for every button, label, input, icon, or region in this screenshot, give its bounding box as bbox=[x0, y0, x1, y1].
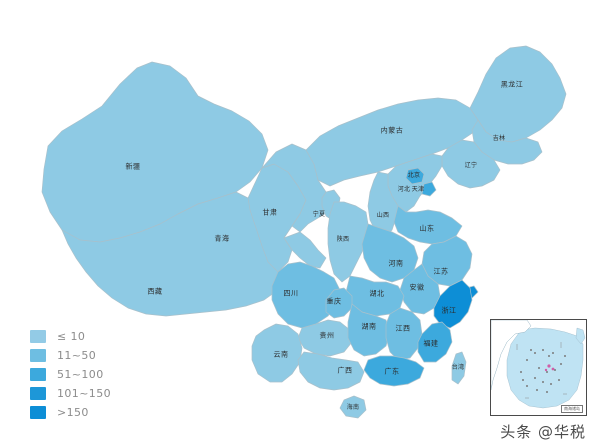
province-zhejiang[interactable] bbox=[433, 279, 473, 329]
province-yunnan[interactable] bbox=[251, 323, 303, 383]
province-label: 青海 bbox=[214, 234, 230, 243]
legend-label: ≤ 10 bbox=[57, 330, 86, 343]
province-label: 辽宁 bbox=[464, 162, 478, 169]
province-label: 福建 bbox=[423, 339, 439, 348]
province-label: 西藏 bbox=[147, 287, 163, 296]
province-label: 黑龙江 bbox=[500, 80, 524, 89]
legend-label: 101~150 bbox=[57, 387, 112, 400]
province-label: 江西 bbox=[395, 324, 411, 333]
province-label: 河北 bbox=[397, 186, 411, 193]
legend-label: 51~100 bbox=[57, 368, 104, 381]
province-label: 台湾 bbox=[451, 364, 465, 371]
inset-scale-label: 南海诸岛 bbox=[561, 405, 583, 413]
map-legend: ≤ 10 11~50 51~100 101~150 >150 bbox=[30, 327, 150, 422]
province-label: 吉林 bbox=[492, 135, 506, 142]
province-hunan[interactable] bbox=[347, 303, 391, 357]
province-label: 宁夏 bbox=[312, 211, 326, 218]
legend-swatch bbox=[30, 406, 46, 419]
province-label: 浙江 bbox=[441, 306, 457, 315]
province-jiangxi[interactable] bbox=[385, 307, 423, 361]
legend-label: >150 bbox=[57, 406, 89, 419]
legend-item[interactable]: 101~150 bbox=[30, 384, 150, 403]
province-liaoning[interactable] bbox=[441, 139, 501, 189]
legend-item[interactable]: ≤ 10 bbox=[30, 327, 150, 346]
province-label: 内蒙古 bbox=[380, 126, 404, 135]
province-label: 陕西 bbox=[336, 236, 350, 243]
province-label: 甘肃 bbox=[262, 208, 278, 217]
province-taiwan[interactable] bbox=[451, 351, 467, 385]
province-label: 海南 bbox=[346, 404, 360, 411]
legend-item[interactable]: >150 bbox=[30, 403, 150, 422]
watermark-text: 头条 @华税 bbox=[500, 423, 586, 441]
province-shaanxi[interactable] bbox=[327, 201, 369, 283]
province-label: 北京 bbox=[407, 172, 421, 179]
province-hainan[interactable] bbox=[339, 395, 367, 419]
province-label: 山西 bbox=[376, 212, 390, 219]
legend-swatch bbox=[30, 349, 46, 362]
province-guizhou[interactable] bbox=[297, 319, 353, 357]
province-tianjin[interactable] bbox=[421, 181, 437, 197]
province-label: 云南 bbox=[273, 350, 289, 359]
inset-map bbox=[491, 320, 586, 415]
legend-swatch bbox=[30, 368, 46, 381]
province-guangxi[interactable] bbox=[297, 351, 365, 391]
province-label: 湖北 bbox=[369, 289, 385, 298]
province-label: 重庆 bbox=[326, 297, 342, 306]
province-label: 新疆 bbox=[125, 162, 141, 171]
province-label: 广东 bbox=[384, 367, 400, 376]
legend-item[interactable]: 11~50 bbox=[30, 346, 150, 365]
province-shapes bbox=[41, 45, 567, 419]
province-label: 四川 bbox=[283, 289, 299, 298]
legend-swatch bbox=[30, 387, 46, 400]
province-heilongjiang[interactable] bbox=[469, 45, 567, 143]
province-inner-mongolia[interactable] bbox=[305, 97, 481, 187]
province-fujian[interactable] bbox=[417, 321, 453, 363]
province-chongqing[interactable] bbox=[325, 287, 353, 319]
province-label: 贵州 bbox=[319, 331, 335, 340]
legend-label: 11~50 bbox=[57, 349, 97, 362]
province-label: 安徽 bbox=[409, 283, 425, 292]
province-guangdong[interactable] bbox=[363, 355, 425, 387]
legend-item[interactable]: 51~100 bbox=[30, 365, 150, 384]
province-label: 广西 bbox=[337, 366, 353, 375]
legend-swatch bbox=[30, 330, 46, 343]
province-beijing[interactable] bbox=[405, 167, 425, 185]
province-label: 河南 bbox=[388, 259, 404, 268]
province-label: 湖南 bbox=[361, 322, 377, 331]
south-china-sea-inset[interactable]: 南海诸岛 bbox=[490, 319, 587, 416]
province-label: 天津 bbox=[411, 186, 425, 193]
province-label: 江苏 bbox=[433, 267, 449, 276]
province-label: 山东 bbox=[419, 224, 435, 233]
